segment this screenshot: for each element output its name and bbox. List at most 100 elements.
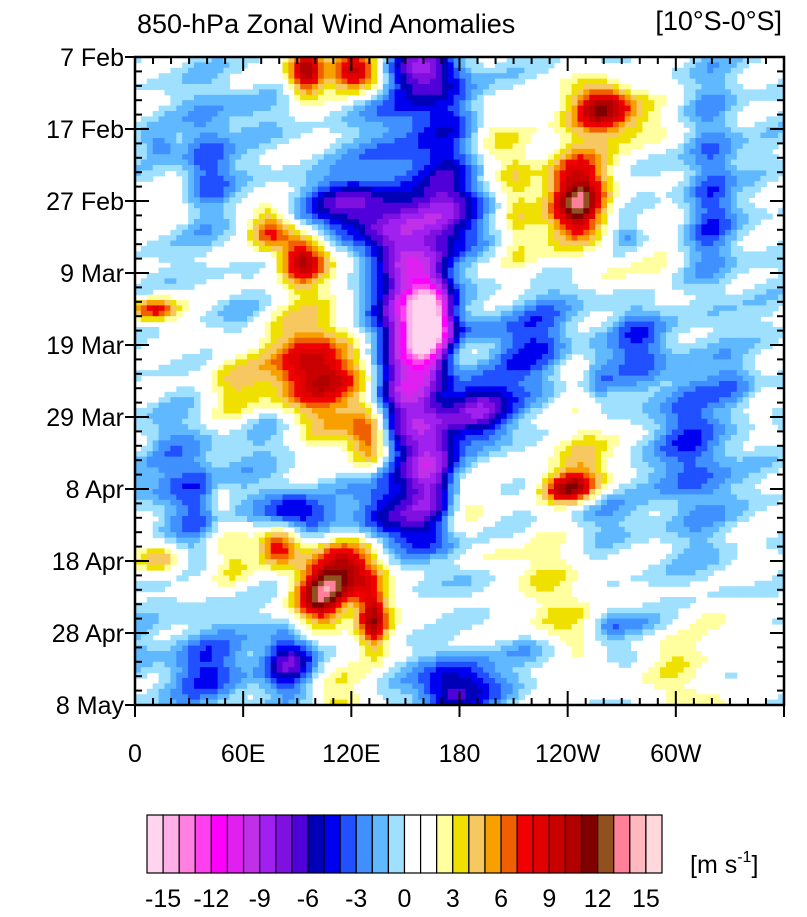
anomaly-cell xyxy=(666,192,673,198)
anomaly-cell xyxy=(205,267,213,274)
anomaly-cell xyxy=(595,159,602,166)
anomaly-cell xyxy=(471,305,478,312)
anomaly-cell xyxy=(406,240,413,247)
anomaly-cell xyxy=(489,359,496,366)
anomaly-cell xyxy=(394,132,402,139)
anomaly-cell xyxy=(707,332,714,339)
anomaly-cell xyxy=(430,348,437,355)
anomaly-cell xyxy=(412,224,419,231)
anomaly-cell xyxy=(235,111,242,117)
anomaly-cell xyxy=(577,78,584,85)
anomaly-cell xyxy=(524,305,531,312)
anomaly-cell xyxy=(353,283,360,290)
anomaly-cell xyxy=(158,165,166,171)
anomaly-cell xyxy=(258,143,266,150)
anomaly-cell xyxy=(435,310,443,317)
anomaly-cell xyxy=(388,294,396,301)
anomaly-cell xyxy=(347,283,354,290)
anomaly-cell xyxy=(754,300,761,306)
anomaly-cell xyxy=(400,337,407,344)
anomaly-cell xyxy=(312,246,319,252)
anomaly-cell xyxy=(264,208,272,215)
anomaly-cell xyxy=(453,364,461,371)
anomaly-cell xyxy=(447,84,455,90)
anomaly-cell xyxy=(235,327,242,333)
anomaly-cell xyxy=(217,240,225,247)
anomaly-cell xyxy=(258,224,266,231)
anomaly-cell xyxy=(447,94,455,101)
anomaly-cell xyxy=(565,246,573,252)
anomaly-cell xyxy=(719,116,726,123)
anomaly-cell xyxy=(524,208,531,215)
anomaly-cell xyxy=(312,337,319,344)
anomaly-cell xyxy=(306,67,313,74)
anomaly-cell xyxy=(211,127,219,134)
anomaly-cell xyxy=(666,332,673,339)
anomaly-cell xyxy=(217,181,225,188)
anomaly-cell xyxy=(713,192,720,198)
anomaly-cell xyxy=(571,251,579,258)
anomaly-cell xyxy=(223,100,230,107)
anomaly-cell xyxy=(135,132,142,139)
anomaly-cell xyxy=(742,197,750,204)
anomaly-cell xyxy=(695,132,702,139)
anomaly-cell xyxy=(205,94,213,101)
anomaly-cell xyxy=(577,100,584,107)
anomaly-cell xyxy=(341,78,348,85)
anomaly-cell xyxy=(518,224,525,231)
anomaly-cell xyxy=(306,100,313,107)
anomaly-cell xyxy=(371,116,378,123)
anomaly-cell xyxy=(477,359,484,366)
anomaly-cell xyxy=(500,310,508,317)
anomaly-cell xyxy=(760,159,767,166)
anomaly-cell xyxy=(353,267,360,274)
anomaly-cell xyxy=(666,343,673,350)
anomaly-cell xyxy=(394,175,402,182)
anomaly-cell xyxy=(778,121,784,128)
anomaly-cell xyxy=(624,359,632,366)
anomaly-cell xyxy=(247,159,254,166)
anomaly-cell xyxy=(677,154,685,161)
anomaly-cell xyxy=(618,94,626,101)
anomaly-cell xyxy=(182,154,189,161)
anomaly-cell xyxy=(371,100,378,107)
anomaly-cell xyxy=(223,219,230,225)
anomaly-cell xyxy=(388,300,396,306)
anomaly-cell xyxy=(518,327,525,333)
anomaly-cell xyxy=(288,175,295,182)
anomaly-cell xyxy=(235,100,242,107)
anomaly-cell xyxy=(736,192,744,198)
anomaly-cell xyxy=(530,283,537,290)
anomaly-cell xyxy=(748,300,756,306)
anomaly-cell xyxy=(760,138,767,144)
anomaly-cell xyxy=(471,310,478,317)
anomaly-cell xyxy=(418,273,425,279)
anomaly-cell xyxy=(441,143,449,150)
anomaly-cell xyxy=(229,105,236,112)
anomaly-cell xyxy=(719,127,726,134)
anomaly-cell xyxy=(500,67,508,74)
anomaly-cell xyxy=(571,186,579,193)
anomaly-cell xyxy=(471,78,478,85)
anomaly-cell xyxy=(683,219,691,225)
anomaly-cell xyxy=(453,143,461,150)
anomaly-cell xyxy=(624,343,632,350)
anomaly-cell xyxy=(406,186,413,193)
anomaly-cell xyxy=(465,154,472,161)
anomaly-cell xyxy=(506,251,514,258)
anomaly-cell xyxy=(677,186,685,193)
anomaly-cell xyxy=(382,283,390,290)
anomaly-cell xyxy=(483,229,490,236)
anomaly-cell xyxy=(601,105,608,112)
anomaly-cell xyxy=(719,192,726,198)
anomaly-cell xyxy=(624,57,632,63)
anomaly-cell xyxy=(306,159,313,166)
anomaly-cell xyxy=(530,67,537,74)
anomaly-cell xyxy=(689,321,697,328)
anomaly-cell xyxy=(317,67,325,74)
anomaly-cell xyxy=(223,224,230,231)
anomaly-cell xyxy=(441,316,449,323)
anomaly-cell xyxy=(400,132,407,139)
anomaly-cell xyxy=(211,208,219,215)
anomaly-cell xyxy=(553,181,561,188)
